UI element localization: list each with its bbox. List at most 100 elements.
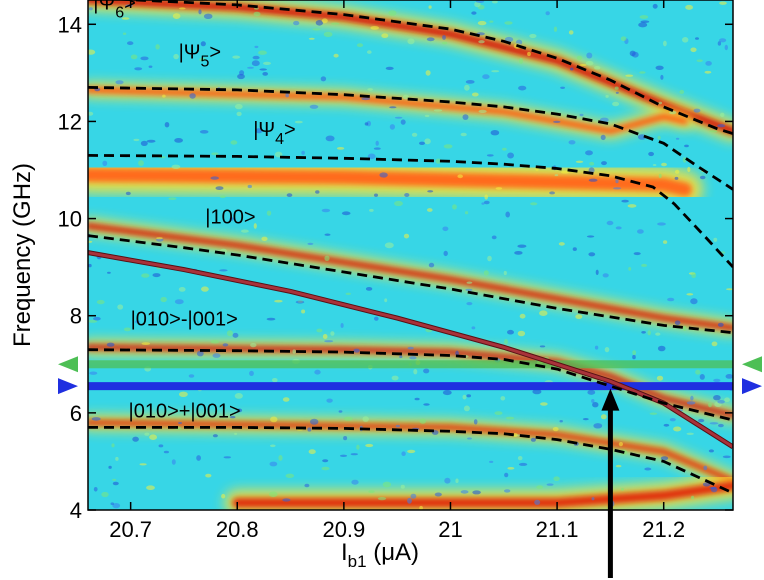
speckle [540, 402, 548, 406]
speckle [466, 394, 472, 398]
speckle [602, 273, 609, 278]
speckle [628, 267, 632, 271]
speckle [254, 45, 259, 49]
speckle [644, 467, 652, 471]
speckle [409, 356, 417, 360]
speckle [336, 147, 345, 150]
speckle [426, 37, 435, 42]
state-label-2: |Ψ4> [253, 119, 296, 148]
speckle [638, 22, 648, 28]
speckle [494, 411, 503, 415]
speckle [219, 269, 228, 272]
speckle [649, 412, 658, 415]
dashed-fit-curve-1 [88, 86, 733, 191]
speckle [261, 236, 268, 241]
speckle [691, 495, 695, 500]
speckle [320, 76, 327, 82]
speckle [146, 485, 155, 491]
speckle [324, 340, 334, 343]
speckle [122, 32, 127, 35]
speckle [338, 410, 343, 413]
speckle [282, 397, 290, 402]
speckle [324, 233, 331, 236]
speckle [419, 505, 423, 510]
speckle [549, 191, 555, 195]
speckle [189, 93, 196, 99]
speckle [229, 415, 236, 419]
speckle [471, 11, 477, 15]
speckle [308, 37, 315, 40]
speckle [655, 65, 664, 71]
speckle [330, 331, 335, 336]
speckle [163, 450, 169, 454]
speckle [400, 484, 405, 489]
speckle [517, 244, 527, 248]
speckle [675, 137, 680, 140]
crossing-arrow [601, 388, 620, 578]
speckle [530, 437, 537, 442]
speckle [471, 326, 476, 330]
speckle [539, 310, 548, 317]
y-tick-label: 8 [70, 304, 82, 329]
speckle [615, 91, 619, 94]
speckle [719, 1, 727, 5]
speckle [112, 481, 119, 486]
speckle [639, 15, 649, 19]
speckle [569, 67, 574, 71]
speckle [115, 456, 119, 461]
speckle [504, 21, 513, 25]
speckle [472, 490, 481, 495]
speckle [452, 204, 457, 210]
speckle [527, 51, 531, 57]
speckle [553, 26, 558, 32]
speckle [229, 217, 234, 221]
state-label-main: |Ψ [179, 41, 201, 63]
speckle [203, 13, 213, 19]
speckle [591, 497, 595, 501]
speckle [641, 331, 646, 334]
speckle [407, 449, 416, 454]
speckle [388, 10, 397, 16]
speckle [270, 416, 278, 423]
speckle [504, 472, 509, 478]
speckle [148, 65, 153, 68]
speckle [401, 451, 406, 457]
speckle [173, 53, 179, 60]
dashed-fit-curve-4 [88, 348, 733, 422]
speckle [361, 97, 371, 101]
speckle [301, 150, 305, 155]
speckle [125, 191, 131, 196]
speckle [152, 273, 161, 278]
speckle [404, 193, 410, 197]
speckle [632, 350, 637, 356]
speckle [308, 449, 316, 455]
speckle [295, 300, 305, 304]
state-label-main: |010>-|001> [131, 308, 238, 330]
speckle [673, 426, 682, 432]
speckle [615, 179, 619, 184]
speckle [657, 222, 666, 226]
speckle [369, 208, 374, 212]
speckle [423, 403, 430, 406]
speckle [414, 397, 420, 401]
speckle [460, 132, 467, 137]
speckle [675, 169, 680, 174]
speckle [389, 124, 395, 130]
speckle [407, 346, 414, 350]
speckle [600, 414, 607, 420]
speckle [424, 138, 431, 145]
state-label-main: |Ψ [93, 0, 115, 15]
speckle [93, 487, 98, 492]
speckle [552, 427, 559, 432]
dashed-fit-curve-2 [88, 154, 733, 269]
speckle [601, 161, 607, 166]
speckle [316, 328, 323, 333]
speckle [312, 28, 321, 31]
speckle [575, 314, 583, 320]
speckle [331, 22, 340, 25]
speckle [196, 455, 202, 461]
speckle [384, 242, 394, 249]
state-label-main: |Ψ [253, 119, 275, 141]
speckle [709, 130, 718, 133]
speckle [709, 487, 717, 490]
